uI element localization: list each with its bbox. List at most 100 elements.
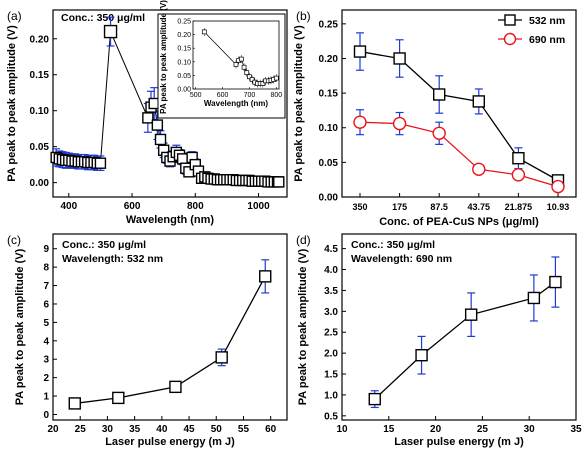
x-tick-label-b: 87.5 bbox=[430, 202, 448, 212]
data-point-a bbox=[103, 24, 118, 39]
inset-data-point bbox=[247, 74, 252, 80]
plot-frame-a bbox=[52, 9, 288, 198]
x-tick-label-b: 350 bbox=[352, 202, 367, 212]
panel-label-c: (c) bbox=[7, 233, 21, 247]
y-tick-label-b: 0.05 bbox=[319, 158, 339, 169]
x-tick-label-d: 35 bbox=[570, 424, 582, 435]
series-line-b-1 bbox=[359, 121, 559, 188]
y-tick-label-d: 2.5 bbox=[324, 328, 338, 339]
x-tick-label-c: 50 bbox=[211, 424, 223, 435]
plot-frame-c bbox=[52, 233, 288, 421]
y-tick-label-b: 0.25 bbox=[319, 19, 339, 30]
data-point-b-1 bbox=[392, 116, 407, 131]
y-tick-label-c: 0 bbox=[43, 410, 49, 421]
y-tick-label-c: 2 bbox=[43, 373, 49, 384]
inset-x-axis-label: Wavelength (nm) bbox=[204, 99, 268, 108]
data-point-c bbox=[112, 391, 125, 405]
inset-data-point bbox=[233, 62, 239, 67]
x-tick-label-d: 30 bbox=[524, 424, 536, 435]
y-tick-label-b: 0.10 bbox=[319, 123, 339, 134]
x-tick-label-c: 45 bbox=[183, 424, 195, 435]
y-tick-label-a: 0.05 bbox=[30, 142, 50, 153]
legend-marker-1 bbox=[503, 32, 517, 46]
data-point-d bbox=[368, 392, 381, 406]
inset-y-tick-label: 0.25 bbox=[177, 19, 191, 26]
x-tick-label-c: 20 bbox=[47, 424, 59, 435]
data-point-b-0 bbox=[353, 45, 367, 58]
x-tick-label-a: 400 bbox=[60, 201, 77, 212]
y-tick-label-d: 2.0 bbox=[324, 349, 338, 360]
inset-data-point bbox=[249, 77, 255, 82]
y-tick-label-c: 9 bbox=[43, 244, 49, 255]
data-point-b-0 bbox=[433, 88, 446, 101]
annotation-c: Conc.: 350 μg/ml bbox=[62, 239, 146, 251]
panel-label-d: (d) bbox=[296, 233, 311, 247]
y-tick-label-c: 4 bbox=[43, 336, 49, 347]
inset-x-tick-label: 600 bbox=[217, 92, 229, 99]
data-point-a bbox=[176, 153, 189, 165]
x-tick-label-d: 20 bbox=[430, 424, 442, 435]
panel-label-a: (a) bbox=[7, 9, 22, 23]
data-point-b-1 bbox=[432, 126, 446, 140]
data-point-a bbox=[142, 112, 154, 124]
x-tick-label-a: 1000 bbox=[247, 201, 270, 212]
plot-frame-b bbox=[341, 9, 577, 198]
inset-data-point bbox=[239, 56, 244, 62]
annotation-a: Conc.: 350 μg/ml bbox=[61, 12, 145, 24]
x-tick-label-b: 43.75 bbox=[468, 202, 491, 212]
data-point-b-1 bbox=[472, 162, 486, 176]
series-line-b-0 bbox=[359, 50, 559, 181]
data-point-a bbox=[94, 157, 107, 169]
y-tick-label-d: 1.5 bbox=[324, 370, 338, 381]
y-tick-label-a: 0.15 bbox=[30, 70, 50, 81]
y-tick-label-a: 0.20 bbox=[30, 34, 50, 45]
y-axis-label-c: PA peak to peak amplitude (V) bbox=[14, 248, 26, 405]
x-tick-label-c: 25 bbox=[75, 424, 87, 435]
data-point-a bbox=[154, 133, 167, 146]
inset-data-point bbox=[201, 29, 207, 35]
data-point-a bbox=[273, 176, 285, 188]
inset-y-tick-label: 0.10 bbox=[177, 59, 191, 66]
y-tick-label-b: 0.00 bbox=[319, 193, 339, 204]
x-tick-label-c: 30 bbox=[102, 424, 114, 435]
y-tick-label-b: 0.15 bbox=[319, 89, 339, 100]
data-point-d bbox=[464, 308, 478, 321]
data-point-b-0 bbox=[393, 52, 406, 65]
data-point-b-1 bbox=[353, 115, 367, 129]
inset-y-tick-label: 0.05 bbox=[177, 73, 191, 80]
annotation2-c: Wavelength: 532 nm bbox=[62, 253, 163, 265]
y-tick-label-c: 8 bbox=[43, 263, 49, 274]
legend-label-0: 532 nm bbox=[529, 15, 565, 27]
inset-x-tick-label: 500 bbox=[190, 92, 202, 99]
x-tick-label-d: 10 bbox=[336, 424, 348, 435]
x-tick-label-c: 40 bbox=[156, 424, 168, 435]
x-tick-label-c: 35 bbox=[129, 424, 141, 435]
panel-label-b: (b) bbox=[296, 9, 311, 23]
x-axis-label-c: Laser pulse energy (m J) bbox=[105, 436, 235, 448]
legend-label-1: 690 nm bbox=[529, 34, 565, 46]
y-tick-label-d: 0.5 bbox=[324, 411, 338, 422]
data-point-d bbox=[415, 349, 428, 362]
data-point-c bbox=[259, 270, 272, 283]
y-tick-label-c: 5 bbox=[43, 318, 49, 329]
y-tick-label-d: 1.0 bbox=[324, 390, 338, 401]
data-point-c bbox=[215, 351, 228, 364]
x-tick-label-b: 175 bbox=[392, 202, 407, 212]
y-tick-label-b: 0.20 bbox=[319, 54, 339, 65]
x-tick-label-b: 21.875 bbox=[505, 202, 533, 212]
inset-y-axis-label: PA peak to peak amplitude (V) bbox=[159, 0, 168, 114]
x-tick-label-a: 600 bbox=[124, 201, 141, 212]
x-tick-label-c: 55 bbox=[238, 424, 250, 435]
y-axis-label-a: PA peak to peak amplitude (V) bbox=[6, 25, 18, 182]
y-axis-label-b: PA peak to peak amplitude (V) bbox=[293, 25, 305, 182]
inset-y-tick-label: 0.20 bbox=[177, 32, 191, 39]
annotation2-d: Wavelength: 690 nm bbox=[351, 253, 452, 265]
inset-frame bbox=[192, 20, 280, 90]
inset-data-point bbox=[260, 81, 266, 86]
annotation-d: Conc.: 350 μg/ml bbox=[351, 239, 435, 251]
inset-background bbox=[157, 13, 286, 119]
y-tick-label-d: 3.5 bbox=[324, 286, 338, 297]
x-axis-label-d: Laser pulse energy (m J) bbox=[394, 436, 524, 448]
x-axis-label-a: Wavelength (nm) bbox=[126, 214, 215, 226]
